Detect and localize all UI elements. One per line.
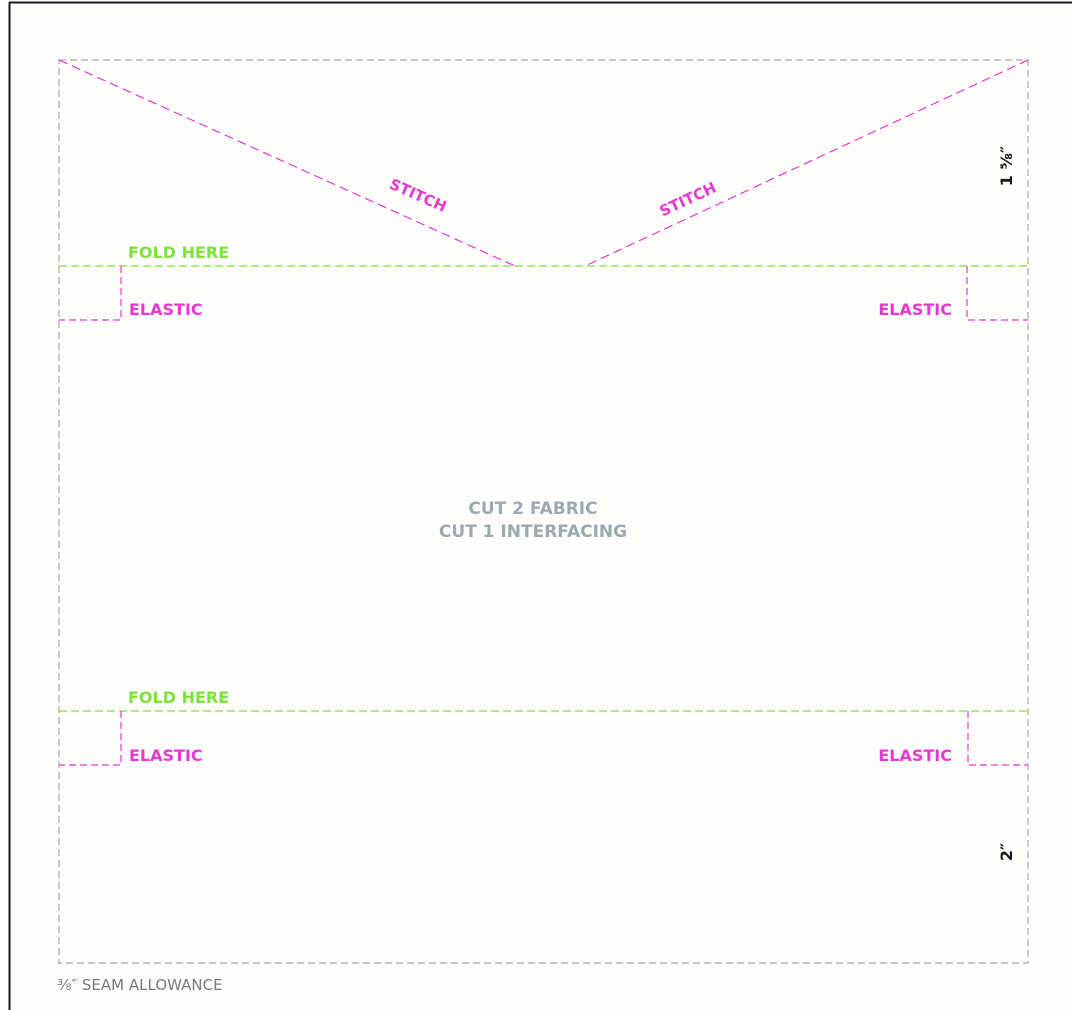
cut-instruction-fabric: CUT 2 FABRIC — [468, 499, 597, 519]
fold-label-top: FOLD HERE — [128, 243, 229, 262]
elastic-label-top-right: ELASTIC — [878, 300, 952, 319]
paper-background — [9, 2, 1072, 1010]
stitch-line-right — [584, 59, 1029, 267]
elastic-label-top-left: ELASTIC — [129, 300, 203, 319]
cut-instruction-interfacing: CUT 1 INTERFACING — [439, 522, 627, 542]
measurement-bottom: 2″ — [997, 843, 1016, 861]
elastic-marker-bottom-left — [59, 711, 122, 766]
elastic-label-bottom-left: ELASTIC — [129, 746, 203, 765]
elastic-marker-top-right — [966, 266, 1028, 321]
elastic-label-bottom-right: ELASTIC — [878, 746, 952, 765]
elastic-marker-top-left — [59, 266, 122, 321]
measurement-top: 1 ⅝″ — [997, 146, 1016, 186]
seam-allowance-note: ⅜″ SEAM ALLOWANCE — [57, 976, 223, 994]
elastic-marker-bottom-right — [967, 711, 1028, 766]
fold-label-bottom: FOLD HERE — [128, 688, 229, 707]
cut-line-outline — [58, 59, 1029, 964]
